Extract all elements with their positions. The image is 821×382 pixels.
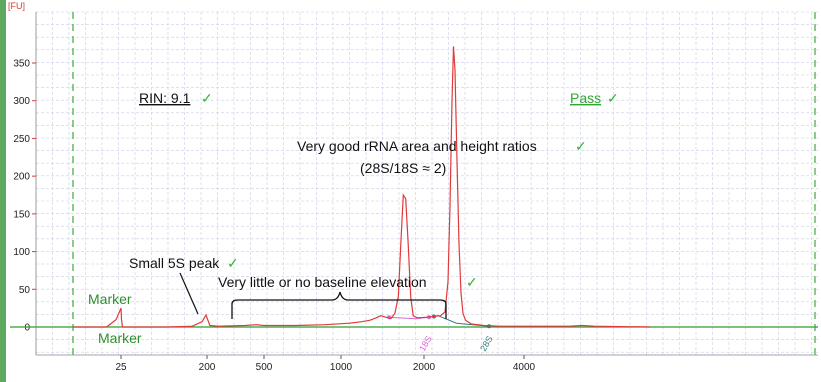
pass-check-icon: ✓ — [607, 90, 619, 106]
x-axis-ticks: 25 200 500 1000 2000 4000 — [36, 354, 818, 373]
y-tick-label: 0 — [24, 323, 30, 334]
ratio-label-line2: (28S/18S ≈ 2) — [360, 160, 446, 176]
y-tick-label: 150 — [13, 209, 30, 220]
y-tick-label: 300 — [13, 96, 30, 107]
rin-annotation: RIN: 9.1 ✓ — [139, 90, 213, 106]
baseline-annotation: Very little or no baseline elevation ✓ — [218, 274, 478, 319]
rin-label: RIN: 9.1 — [139, 90, 191, 106]
small-5s-arrow — [179, 272, 199, 315]
ratio-label-line1: Very good rRNA area and height ratios — [297, 138, 537, 154]
baseline-check-icon: ✓ — [466, 274, 478, 290]
y-axis-label: [FU] — [8, 1, 25, 11]
grid-lines — [35, 11, 818, 355]
plot-background — [6, 0, 821, 382]
trace-series — [73, 46, 651, 328]
y-tick-label: 350 — [13, 59, 30, 70]
x-tick-label: 1000 — [330, 362, 353, 373]
x-tick-label: 2000 — [413, 362, 436, 373]
pass-label: Pass — [570, 90, 601, 106]
small-5s-annotation: Small 5S peak ✓ — [129, 255, 239, 315]
dashed-range-lines — [72, 12, 816, 355]
x-tick-label: 200 — [199, 362, 216, 373]
marker-annotations: Marker Marker — [88, 291, 142, 346]
ratio-check-icon: ✓ — [575, 138, 587, 154]
left-edge-strip — [0, 0, 6, 382]
y-tick-label: 100 — [13, 247, 30, 258]
x-tick-label: 500 — [256, 362, 273, 373]
rin-check-icon: ✓ — [201, 90, 213, 106]
small-5s-check-icon: ✓ — [227, 255, 239, 271]
x-tick-label: 4000 — [513, 362, 536, 373]
y-tick-label: 50 — [19, 285, 31, 296]
ratio-annotation: Very good rRNA area and height ratios ✓ … — [297, 138, 587, 176]
x-tick-label: 25 — [115, 362, 127, 373]
pass-annotation: Pass ✓ — [570, 90, 619, 106]
small-5s-label: Small 5S peak — [129, 255, 220, 271]
marker-label-top: Marker — [88, 291, 132, 307]
y-tick-label: 250 — [13, 134, 30, 145]
marker-label-bottom: Marker — [98, 330, 142, 346]
baseline-brace — [231, 291, 447, 319]
y-tick-label: 200 — [13, 172, 30, 183]
y-axis-ticks: 0 50 100 150 200 250 300 350 — [13, 59, 36, 334]
baseline-label: Very little or no baseline elevation — [218, 274, 427, 290]
